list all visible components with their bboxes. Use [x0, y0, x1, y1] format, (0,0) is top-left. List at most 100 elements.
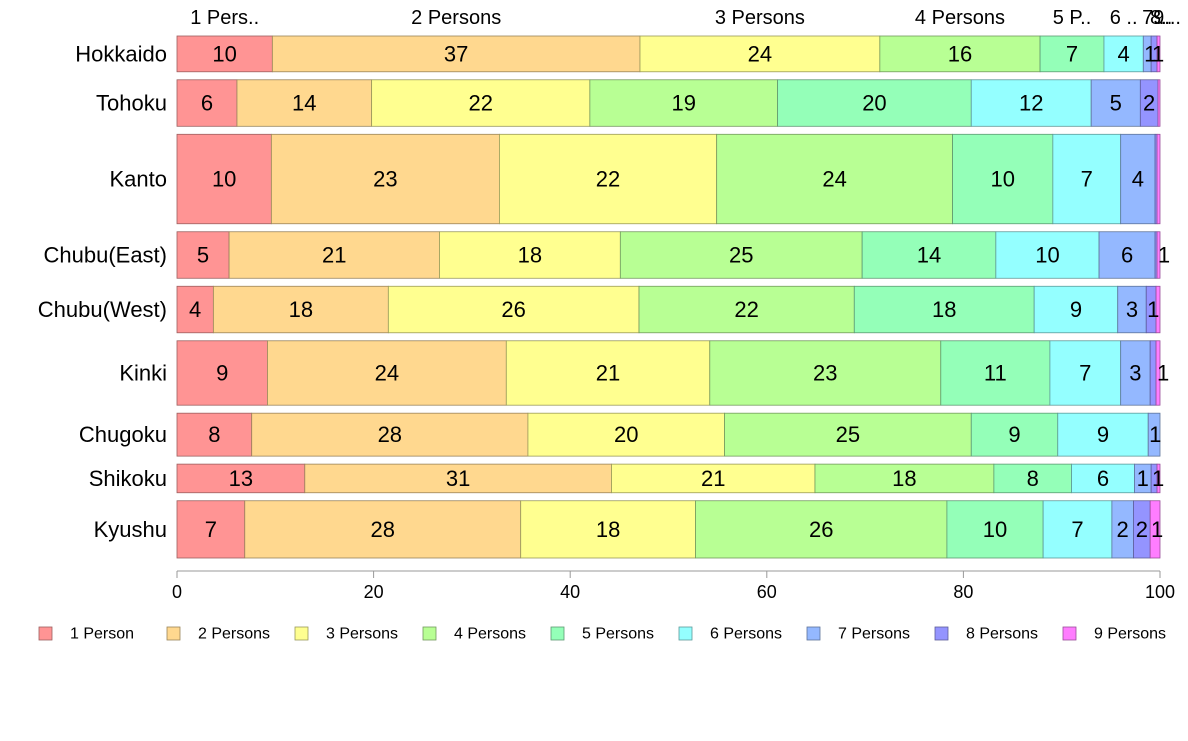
- bar-segment: [1156, 231, 1161, 279]
- data-label: 7: [1066, 41, 1078, 66]
- data-label: 22: [734, 297, 758, 322]
- data-label: 7: [1071, 517, 1083, 542]
- bar-segment: [1039, 35, 1105, 73]
- top-category-label: 1 Pers..: [190, 7, 259, 29]
- bar-segment: [1033, 285, 1119, 334]
- legend-item: 2 Persons: [166, 626, 270, 643]
- legend-label: 2 Persons: [198, 626, 270, 643]
- bar-segment: [1090, 79, 1141, 127]
- legend-swatch: [294, 626, 309, 641]
- data-label: 21: [596, 360, 620, 385]
- bar-segment: [970, 79, 1092, 127]
- top-category-label: 2 Persons: [411, 7, 501, 29]
- data-label: 18: [596, 517, 620, 542]
- data-label: 18: [932, 297, 956, 322]
- legend-swatch: [1062, 626, 1077, 641]
- bar-segment: [176, 79, 238, 127]
- x-tick-label: 0: [172, 582, 182, 602]
- legend-swatch: [550, 626, 565, 641]
- data-label: 4: [1132, 167, 1144, 192]
- legend-item: 3 Persons: [294, 626, 398, 643]
- x-tick-label: 60: [757, 582, 777, 602]
- data-label: 24: [748, 41, 772, 66]
- bar-segment: [1052, 133, 1122, 225]
- data-label: 6: [201, 91, 213, 116]
- legend-label: 8 Persons: [966, 626, 1038, 643]
- bar-segment: [176, 231, 230, 279]
- legend-label: 3 Persons: [326, 626, 398, 643]
- bars: 10 37 24 16 7 4 116 14 22 19 20 12 5 210 23 22 24 10 7 45 21…: [176, 35, 1170, 559]
- data-label: 10: [990, 167, 1014, 192]
- data-label: 23: [813, 360, 837, 385]
- data-label: 20: [614, 422, 638, 447]
- x-tick-label: 20: [364, 582, 384, 602]
- bar-row-chubu-east-: 5 21 18 25 14 10 6 1: [176, 231, 1170, 279]
- legend-swatch: [678, 626, 693, 641]
- data-label: 10: [983, 517, 1007, 542]
- data-label: 18: [289, 297, 313, 322]
- bar-segment: [814, 463, 995, 494]
- x-tick-label: 100: [1145, 582, 1175, 602]
- x-tick-label: 80: [953, 582, 973, 602]
- bar-segment: [724, 412, 972, 457]
- data-label: 10: [212, 167, 236, 192]
- bar-segment: [176, 340, 268, 406]
- data-label: 31: [446, 466, 470, 491]
- top-category-label: 5 P..: [1053, 7, 1092, 29]
- bar-segment: [244, 500, 522, 559]
- legend-item: 1 Person: [38, 626, 134, 643]
- region-label: Kinki: [119, 360, 167, 385]
- region-label: Hokkaido: [75, 41, 167, 66]
- legend-label: 5 Persons: [582, 626, 654, 643]
- legend-item: 5 Persons: [550, 626, 654, 643]
- bar-segment: [1155, 340, 1161, 406]
- bar-segment: [228, 231, 440, 279]
- bar-segment: [1155, 285, 1161, 334]
- legend-label: 1 Person: [70, 626, 134, 643]
- region-label: Chubu(East): [43, 243, 167, 268]
- data-label: 1: [1147, 297, 1159, 322]
- bar-segment: [304, 463, 612, 494]
- region-label: Kyushu: [94, 517, 167, 542]
- bar-segment: [861, 231, 997, 279]
- bar-segment: [505, 340, 711, 406]
- data-label: 7: [205, 517, 217, 542]
- legend-swatch: [422, 626, 437, 641]
- bar-segment: [1147, 412, 1161, 457]
- bar-segment: [777, 79, 972, 127]
- data-label: 4: [1118, 41, 1130, 66]
- bar-segment: [176, 35, 273, 73]
- bar-segment: [709, 340, 942, 406]
- data-label: 24: [375, 360, 399, 385]
- bar-segment: [267, 340, 507, 406]
- data-label: 1: [1151, 517, 1163, 542]
- legend-item: 9 Persons: [1062, 626, 1166, 643]
- data-label: 14: [292, 91, 316, 116]
- bar-row-tohoku: 6 14 22 19 20 12 5 2: [176, 79, 1161, 127]
- region-label: Chugoku: [79, 422, 167, 447]
- data-label: 23: [373, 167, 397, 192]
- data-label: 1: [1157, 360, 1169, 385]
- bar-segment: [1098, 231, 1156, 279]
- top-category-label: 8..: [1150, 7, 1172, 29]
- bar-segment: [940, 340, 1051, 406]
- data-label: 16: [948, 41, 972, 66]
- bar-segment: [1042, 500, 1113, 559]
- bar-segment: [499, 133, 718, 225]
- data-label: 8: [1027, 466, 1039, 491]
- data-label: 6: [1121, 243, 1133, 268]
- bar-segment: [1120, 133, 1156, 225]
- data-label: 7: [1081, 167, 1093, 192]
- bar-row-kanto: 10 23 22 24 10 7 4: [176, 133, 1161, 225]
- data-label: 6: [1097, 466, 1109, 491]
- bar-segment: [879, 35, 1041, 73]
- region-label: Tohoku: [96, 91, 167, 116]
- bar-segment: [1156, 133, 1161, 225]
- data-label: 20: [862, 91, 886, 116]
- data-label: 9: [1097, 422, 1109, 447]
- bar-segment: [853, 285, 1035, 334]
- bar-segment: [236, 79, 373, 127]
- data-label: 9: [216, 360, 228, 385]
